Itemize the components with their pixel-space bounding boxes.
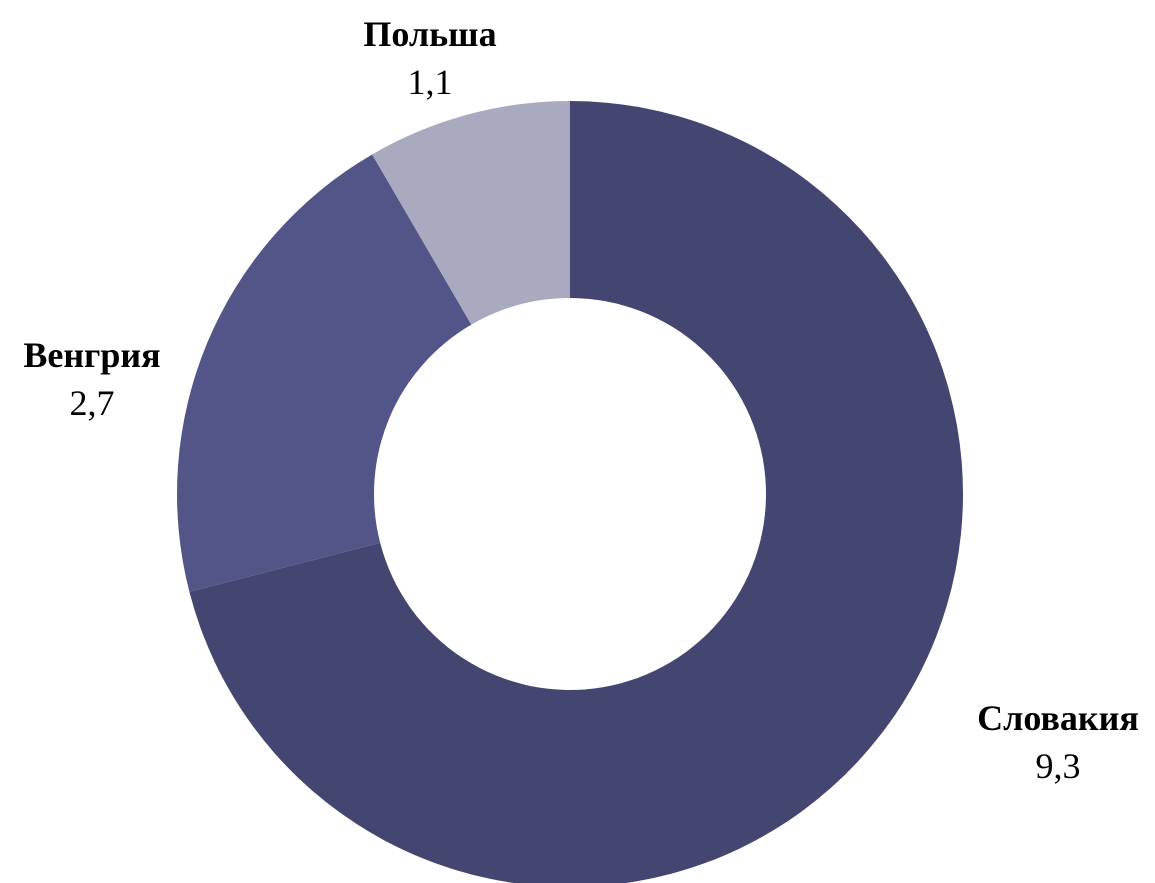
slice-label-3: Польша: [363, 14, 496, 54]
slice-label-2: Венгрия: [23, 335, 160, 375]
slice-value-3: 1,1: [408, 62, 453, 102]
slice-3: [372, 101, 570, 325]
slice-value-2: 2,7: [70, 383, 115, 423]
chart-slices: [176, 101, 963, 883]
slice-2: [176, 154, 472, 592]
slice-label-1: Словакия: [977, 698, 1139, 738]
slice-1: [189, 101, 963, 883]
slice-value-1: 9,3: [1036, 746, 1081, 786]
chart-labels: Словакия 9,3 Венгрия 2,7 Польша 1,1: [23, 14, 1139, 786]
